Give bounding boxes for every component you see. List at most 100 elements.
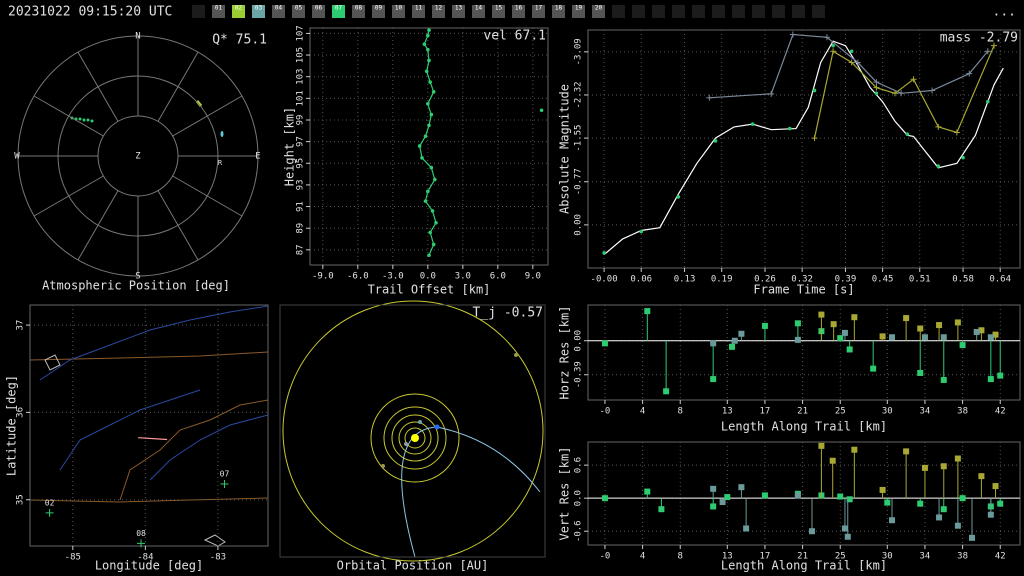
chart-title: Atmospheric Position [deg] xyxy=(42,279,230,293)
point xyxy=(846,496,853,503)
x-tick-label: 38 xyxy=(957,552,968,562)
point xyxy=(658,506,665,513)
point xyxy=(676,195,681,199)
station-label: 02 xyxy=(235,5,243,12)
y-tick-label: 93 xyxy=(296,179,306,190)
station-slot xyxy=(812,5,825,18)
point xyxy=(434,220,438,225)
station-slot xyxy=(612,5,625,18)
polar-spoke xyxy=(172,95,243,137)
radiant-label: R xyxy=(218,159,223,167)
point xyxy=(954,455,961,462)
point xyxy=(427,28,431,32)
x-tick-label: 13 xyxy=(722,552,733,562)
station-box[interactable] xyxy=(492,5,505,18)
point xyxy=(811,135,818,142)
annotation: T_j -0.57 xyxy=(473,306,543,321)
plot-frame xyxy=(587,29,1021,269)
point xyxy=(837,335,844,342)
point xyxy=(710,340,717,347)
station-box[interactable] xyxy=(312,5,325,18)
point xyxy=(644,488,651,495)
station-box[interactable] xyxy=(232,5,245,18)
point xyxy=(663,388,670,395)
x-tick-label: 21 xyxy=(797,407,808,417)
x-tick-label: 17 xyxy=(760,407,771,417)
x-tick-label: 0.45 xyxy=(872,275,894,285)
station-box[interactable] xyxy=(472,5,485,18)
station-label: 19 xyxy=(575,5,583,12)
point xyxy=(879,333,886,340)
point xyxy=(959,342,966,349)
series-line xyxy=(813,45,995,139)
point xyxy=(431,90,436,94)
point xyxy=(794,320,801,327)
station-box[interactable] xyxy=(572,5,585,18)
point xyxy=(997,372,1004,379)
station-box[interactable] xyxy=(252,5,265,18)
menu[interactable]: ... xyxy=(993,5,1016,20)
point xyxy=(987,511,994,518)
point xyxy=(917,325,924,332)
point xyxy=(433,177,437,182)
point xyxy=(846,346,853,353)
station-box[interactable] xyxy=(372,5,385,18)
station-box[interactable] xyxy=(352,5,365,18)
point xyxy=(966,70,973,77)
station-box[interactable] xyxy=(432,5,445,18)
station-box[interactable] xyxy=(332,5,345,18)
station-box[interactable] xyxy=(392,5,405,18)
y-tick-label: 0.0 xyxy=(574,490,584,506)
point xyxy=(936,322,943,329)
x-tick-label: 21 xyxy=(797,552,808,562)
station-box[interactable] xyxy=(272,5,285,18)
station-box[interactable] xyxy=(592,5,605,18)
point xyxy=(991,42,998,49)
point xyxy=(953,129,960,136)
x-tick-label: 0.13 xyxy=(674,275,696,285)
x-tick-label: 17 xyxy=(760,552,771,562)
point xyxy=(987,376,994,383)
point xyxy=(940,376,947,383)
station-box[interactable] xyxy=(212,5,225,18)
point xyxy=(417,144,422,148)
x-tick-label: 30 xyxy=(882,407,893,417)
y-tick-label: 103 xyxy=(296,69,306,85)
point xyxy=(719,499,726,506)
y-axis-label: Horz Res [km] xyxy=(558,306,572,400)
point xyxy=(961,155,965,160)
y-tick-label: 89 xyxy=(296,223,306,234)
point xyxy=(921,334,928,341)
x-tick-label: 0.32 xyxy=(791,275,813,285)
station-box[interactable] xyxy=(412,5,425,18)
point xyxy=(940,463,947,470)
station-box[interactable] xyxy=(552,5,565,18)
point xyxy=(789,31,796,38)
point xyxy=(768,90,775,97)
station-label: 20 xyxy=(595,5,603,12)
point xyxy=(729,343,735,350)
polar-spoke xyxy=(33,95,104,137)
station-box[interactable] xyxy=(512,5,525,18)
point xyxy=(794,336,801,343)
point xyxy=(851,314,858,321)
point xyxy=(431,242,436,247)
series-line xyxy=(138,437,168,441)
station-box[interactable] xyxy=(292,5,305,18)
x-tick-label: 3.0 xyxy=(455,272,471,282)
y-tick-label: 105 xyxy=(296,47,306,63)
point xyxy=(743,525,750,532)
station-slot xyxy=(672,5,685,18)
x-tick-label: 13 xyxy=(722,407,733,417)
station-box[interactable] xyxy=(452,5,465,18)
y-axis-label: Latitude [deg] xyxy=(5,375,19,476)
x-tick-label: -6.0 xyxy=(347,272,369,282)
station-box[interactable] xyxy=(532,5,545,18)
point xyxy=(429,165,434,170)
point xyxy=(750,122,755,126)
point xyxy=(984,48,991,55)
station-slot xyxy=(712,5,725,18)
y-tick-label: 99 xyxy=(296,115,306,126)
station-marker xyxy=(45,508,54,517)
